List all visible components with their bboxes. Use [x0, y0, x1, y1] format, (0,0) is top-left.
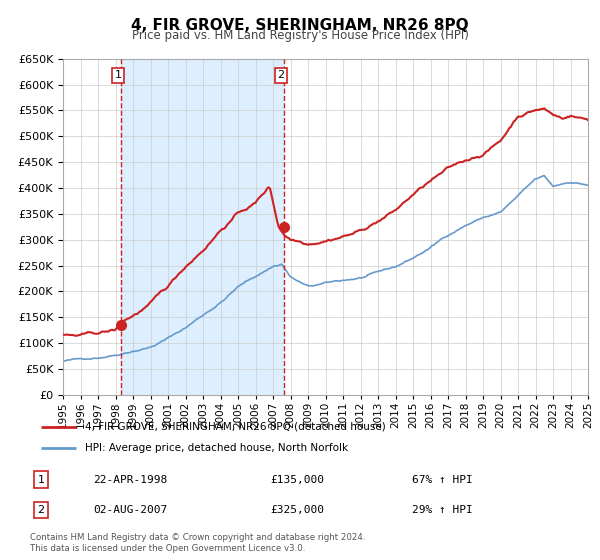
Bar — [121, 59, 283, 395]
Text: £135,000: £135,000 — [270, 474, 324, 484]
Text: £325,000: £325,000 — [270, 505, 324, 515]
Text: 29% ↑ HPI: 29% ↑ HPI — [412, 505, 473, 515]
Text: 02-AUG-2007: 02-AUG-2007 — [93, 505, 167, 515]
Text: 1: 1 — [37, 474, 44, 484]
Text: 4, FIR GROVE, SHERINGHAM, NR26 8PQ (detached house): 4, FIR GROVE, SHERINGHAM, NR26 8PQ (deta… — [85, 422, 385, 432]
Text: 22-APR-1998: 22-APR-1998 — [93, 474, 167, 484]
Text: 2: 2 — [37, 505, 44, 515]
Text: HPI: Average price, detached house, North Norfolk: HPI: Average price, detached house, Nort… — [85, 443, 348, 453]
Text: 1: 1 — [115, 71, 122, 80]
Text: 4, FIR GROVE, SHERINGHAM, NR26 8PQ: 4, FIR GROVE, SHERINGHAM, NR26 8PQ — [131, 18, 469, 33]
Text: Contains HM Land Registry data © Crown copyright and database right 2024.
This d: Contains HM Land Registry data © Crown c… — [30, 533, 365, 553]
Text: Price paid vs. HM Land Registry's House Price Index (HPI): Price paid vs. HM Land Registry's House … — [131, 29, 469, 42]
Text: 2: 2 — [277, 71, 284, 80]
Text: 67% ↑ HPI: 67% ↑ HPI — [412, 474, 473, 484]
